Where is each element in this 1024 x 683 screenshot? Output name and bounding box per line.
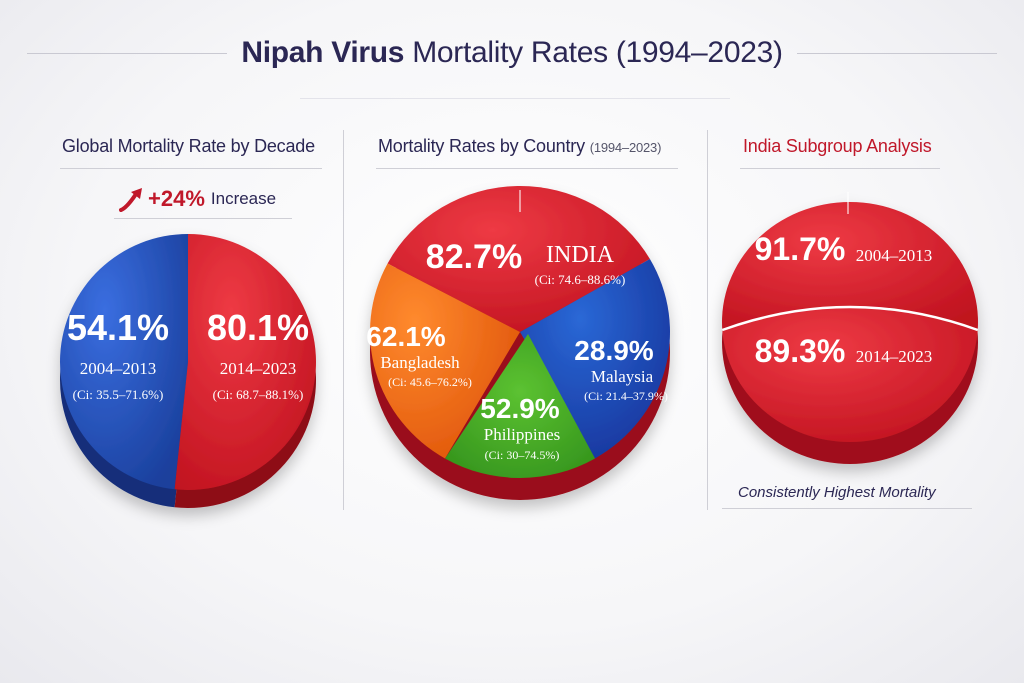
divider-left (343, 130, 344, 510)
increase-label: Increase (210, 189, 277, 208)
india-footer-note: Consistently Highest Mortality (738, 484, 936, 501)
decade-section-title: Global Mortality Rate by Decade (62, 136, 315, 156)
title-underline (300, 98, 730, 99)
pie-slice-philippines (445, 334, 595, 478)
title-rest: Mortality Rates (1994–2023) (412, 36, 783, 69)
decade-title-rule (60, 168, 322, 169)
india-value-2014-2023: 89.3% (755, 333, 846, 369)
country-value-india: 82.7% (426, 238, 522, 276)
india-pie (721, 192, 979, 464)
decade-ci-2014-2023: (Ci: 68.7–88.1%) (213, 387, 304, 402)
india-title-rule (740, 168, 940, 169)
country-pie-labels: 82.7% INDIA (Ci: 74.6–88.6%) 62.1% Bangl… (366, 238, 668, 462)
country-ci-philippines: (Ci: 30–74.5%) (485, 448, 560, 462)
india-value-2004-2013: 91.7% (755, 231, 846, 267)
pie-slice-india-2014-2023 (722, 307, 978, 442)
increase-callout: +24% Increase (118, 186, 276, 212)
pie-slice-malaysia (520, 259, 670, 459)
decade-pie (59, 234, 316, 508)
country-title-main: Mortality Rates by Country (378, 136, 585, 156)
country-label-malaysia: Malaysia (591, 367, 654, 386)
increase-value: +24% (148, 186, 205, 211)
india-pie-labels: 91.7% 2004–2013 89.3% 2014–2023 (755, 231, 933, 369)
india-section-title: India Subgroup Analysis (743, 136, 932, 156)
title-bold: Nipah Virus (241, 36, 405, 69)
title-rule-left (27, 52, 228, 54)
country-ci-malaysia: (Ci: 21.4–37.9%) (584, 389, 668, 403)
footer-note-rule (722, 508, 972, 509)
pie-slice-india-2004-2013 (722, 201, 979, 330)
country-ci-bangladesh: (Ci: 45.6–76.2%) (388, 375, 472, 389)
decade-pie-labels: 54.1% 2004–2013 (Ci: 35.5–71.6%) 80.1% 2… (67, 307, 309, 402)
increase-rule (114, 218, 292, 219)
country-value-philippines: 52.9% (480, 393, 559, 424)
pie-slice-bangladesh (370, 263, 520, 459)
title-rule-right (796, 52, 997, 54)
country-label-philippines: Philippines (484, 425, 561, 444)
page-title: Nipah Virus Mortality Rates (1994–2023) (0, 28, 1024, 78)
decade-ci-2004-2013: (Ci: 35.5–71.6%) (73, 387, 164, 402)
india-pie-separator (721, 305, 979, 332)
country-section-title: Mortality Rates by Country (1994–2023) (378, 136, 661, 157)
decade-value-2004-2013: 54.1% (67, 307, 169, 348)
decade-label-2004-2013: 2004–2013 (80, 359, 157, 378)
country-pie (370, 186, 670, 500)
pie-slice-2004-2013 (59, 234, 188, 490)
country-label-india: INDIA (546, 242, 615, 268)
increase-arrow-icon (119, 188, 142, 212)
country-label-bangladesh: Bangladesh (380, 353, 460, 372)
india-label-2014-2023: 2014–2023 (856, 347, 933, 366)
india-label-2004-2013: 2004–2013 (856, 246, 933, 265)
country-value-malaysia: 28.9% (574, 335, 653, 366)
country-title-years: (1994–2023) (589, 140, 662, 155)
divider-right (707, 130, 708, 510)
country-title-rule (376, 168, 678, 169)
title-text: Nipah Virus Mortality Rates (1994–2023) (241, 36, 783, 70)
decade-label-2014-2023: 2014–2023 (220, 359, 297, 378)
country-value-bangladesh: 62.1% (366, 321, 445, 352)
decade-value-2014-2023: 80.1% (207, 307, 309, 348)
pie-slice-india (387, 186, 650, 332)
pie-slice-2014-2023 (174, 234, 316, 491)
country-ci-india: (Ci: 74.6–88.6%) (535, 272, 626, 287)
